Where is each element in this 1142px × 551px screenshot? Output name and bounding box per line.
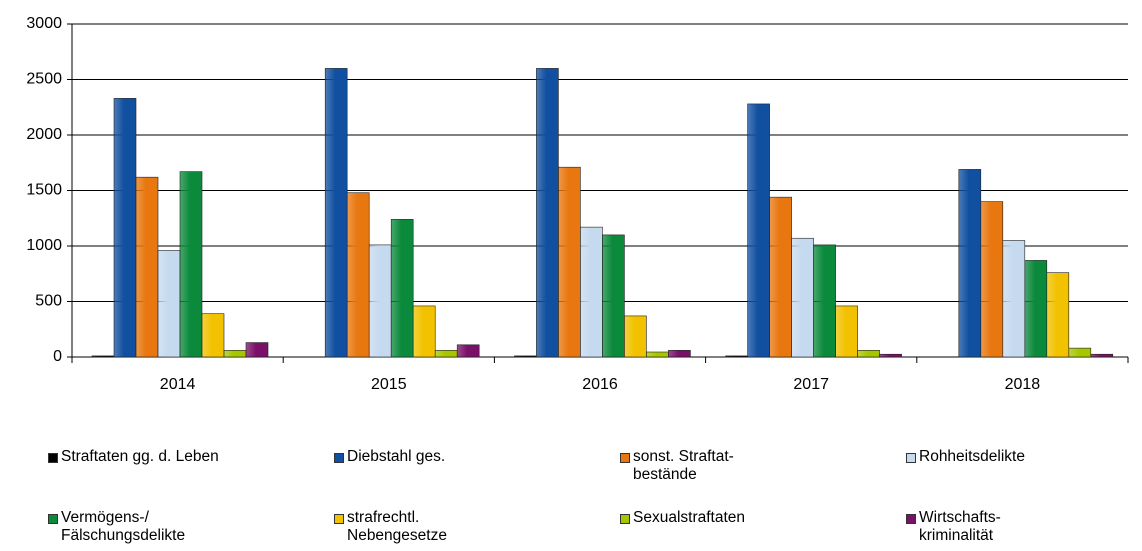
legend-swatch <box>334 514 344 524</box>
bar <box>668 350 691 358</box>
bar <box>624 315 647 358</box>
legend-label: Straftaten gg. d. Leben <box>61 448 219 465</box>
legend-label: Wirtschafts- kriminalität <box>919 509 1001 544</box>
legend-swatch <box>620 453 630 463</box>
bar <box>514 355 537 358</box>
bar <box>390 219 414 358</box>
legend-label: Sexualstraftaten <box>633 509 746 526</box>
y-tick-label: 1000 <box>26 237 62 254</box>
legend-item: Straftaten gg. d. Leben <box>48 448 219 466</box>
bar <box>434 350 458 358</box>
bar <box>324 68 348 358</box>
bar <box>958 169 982 358</box>
bar <box>368 244 392 358</box>
x-tick-label: 2017 <box>793 376 829 393</box>
y-tick-label: 0 <box>53 348 62 365</box>
bar <box>536 68 559 358</box>
legend-swatch <box>906 453 916 463</box>
legend-item: Rohheitsdelikte <box>906 448 1025 466</box>
bar <box>980 201 1004 358</box>
x-tick-label: 2016 <box>582 376 618 393</box>
bar <box>857 350 880 358</box>
bar <box>747 103 770 358</box>
y-tick-label: 500 <box>35 293 62 310</box>
legend-swatch <box>620 514 630 524</box>
bar <box>1046 272 1070 358</box>
bar <box>1090 353 1114 358</box>
bar <box>646 351 669 358</box>
bar <box>91 355 115 358</box>
legend-item: Wirtschafts- kriminalität <box>906 509 1001 545</box>
bar <box>769 196 792 358</box>
x-tick-label: 2014 <box>160 376 196 393</box>
legend-item: sonst. Straftat- bestände <box>620 448 734 484</box>
bar <box>135 176 159 358</box>
legend-item: Vermögens-/ Fälschungsdelikte <box>48 509 185 545</box>
bar <box>725 355 748 358</box>
legend-swatch <box>48 514 58 524</box>
bar <box>1002 240 1026 358</box>
legend-label: Vermögens-/ Fälschungsdelikte <box>61 509 186 544</box>
legend-swatch <box>48 453 58 463</box>
bar <box>113 98 137 358</box>
bar <box>456 344 480 358</box>
legend-label: Rohheitsdelikte <box>919 448 1025 465</box>
bar <box>813 244 836 358</box>
bar <box>580 226 603 358</box>
legend-swatch <box>906 514 916 524</box>
bar <box>558 166 581 358</box>
y-tick-label: 1500 <box>26 182 62 199</box>
bar <box>346 192 370 358</box>
legend-item: strafrechtl. Nebengesetze <box>334 509 447 545</box>
legend-label: Diebstahl ges. <box>347 448 446 465</box>
bar <box>201 313 225 358</box>
bar <box>179 171 203 358</box>
bar <box>223 350 247 358</box>
legend-item: Diebstahl ges. <box>334 448 445 466</box>
legend-swatch <box>334 453 344 463</box>
y-tick-label: 3000 <box>26 15 62 32</box>
bar <box>1024 260 1048 358</box>
legend-item: Sexualstraftaten <box>620 509 745 527</box>
bar <box>245 342 269 358</box>
bar <box>835 305 858 358</box>
y-tick-label: 2500 <box>26 71 62 88</box>
x-tick-label: 2015 <box>371 376 407 393</box>
chart: 0 500 1000 1500 2000 2500 3000 2014 2015 2016 2017… <box>26 15 1129 393</box>
bar <box>1068 347 1092 358</box>
y-tick-label: 2000 <box>26 126 62 143</box>
x-tick-label: 2018 <box>1005 376 1041 393</box>
legend-label: strafrechtl. Nebengesetze <box>347 509 447 544</box>
bar <box>791 237 814 358</box>
bar <box>412 305 436 358</box>
legend-label: sonst. Straftat- bestände <box>633 448 734 483</box>
bar <box>879 353 902 358</box>
bar <box>157 250 181 358</box>
bar <box>602 234 625 358</box>
